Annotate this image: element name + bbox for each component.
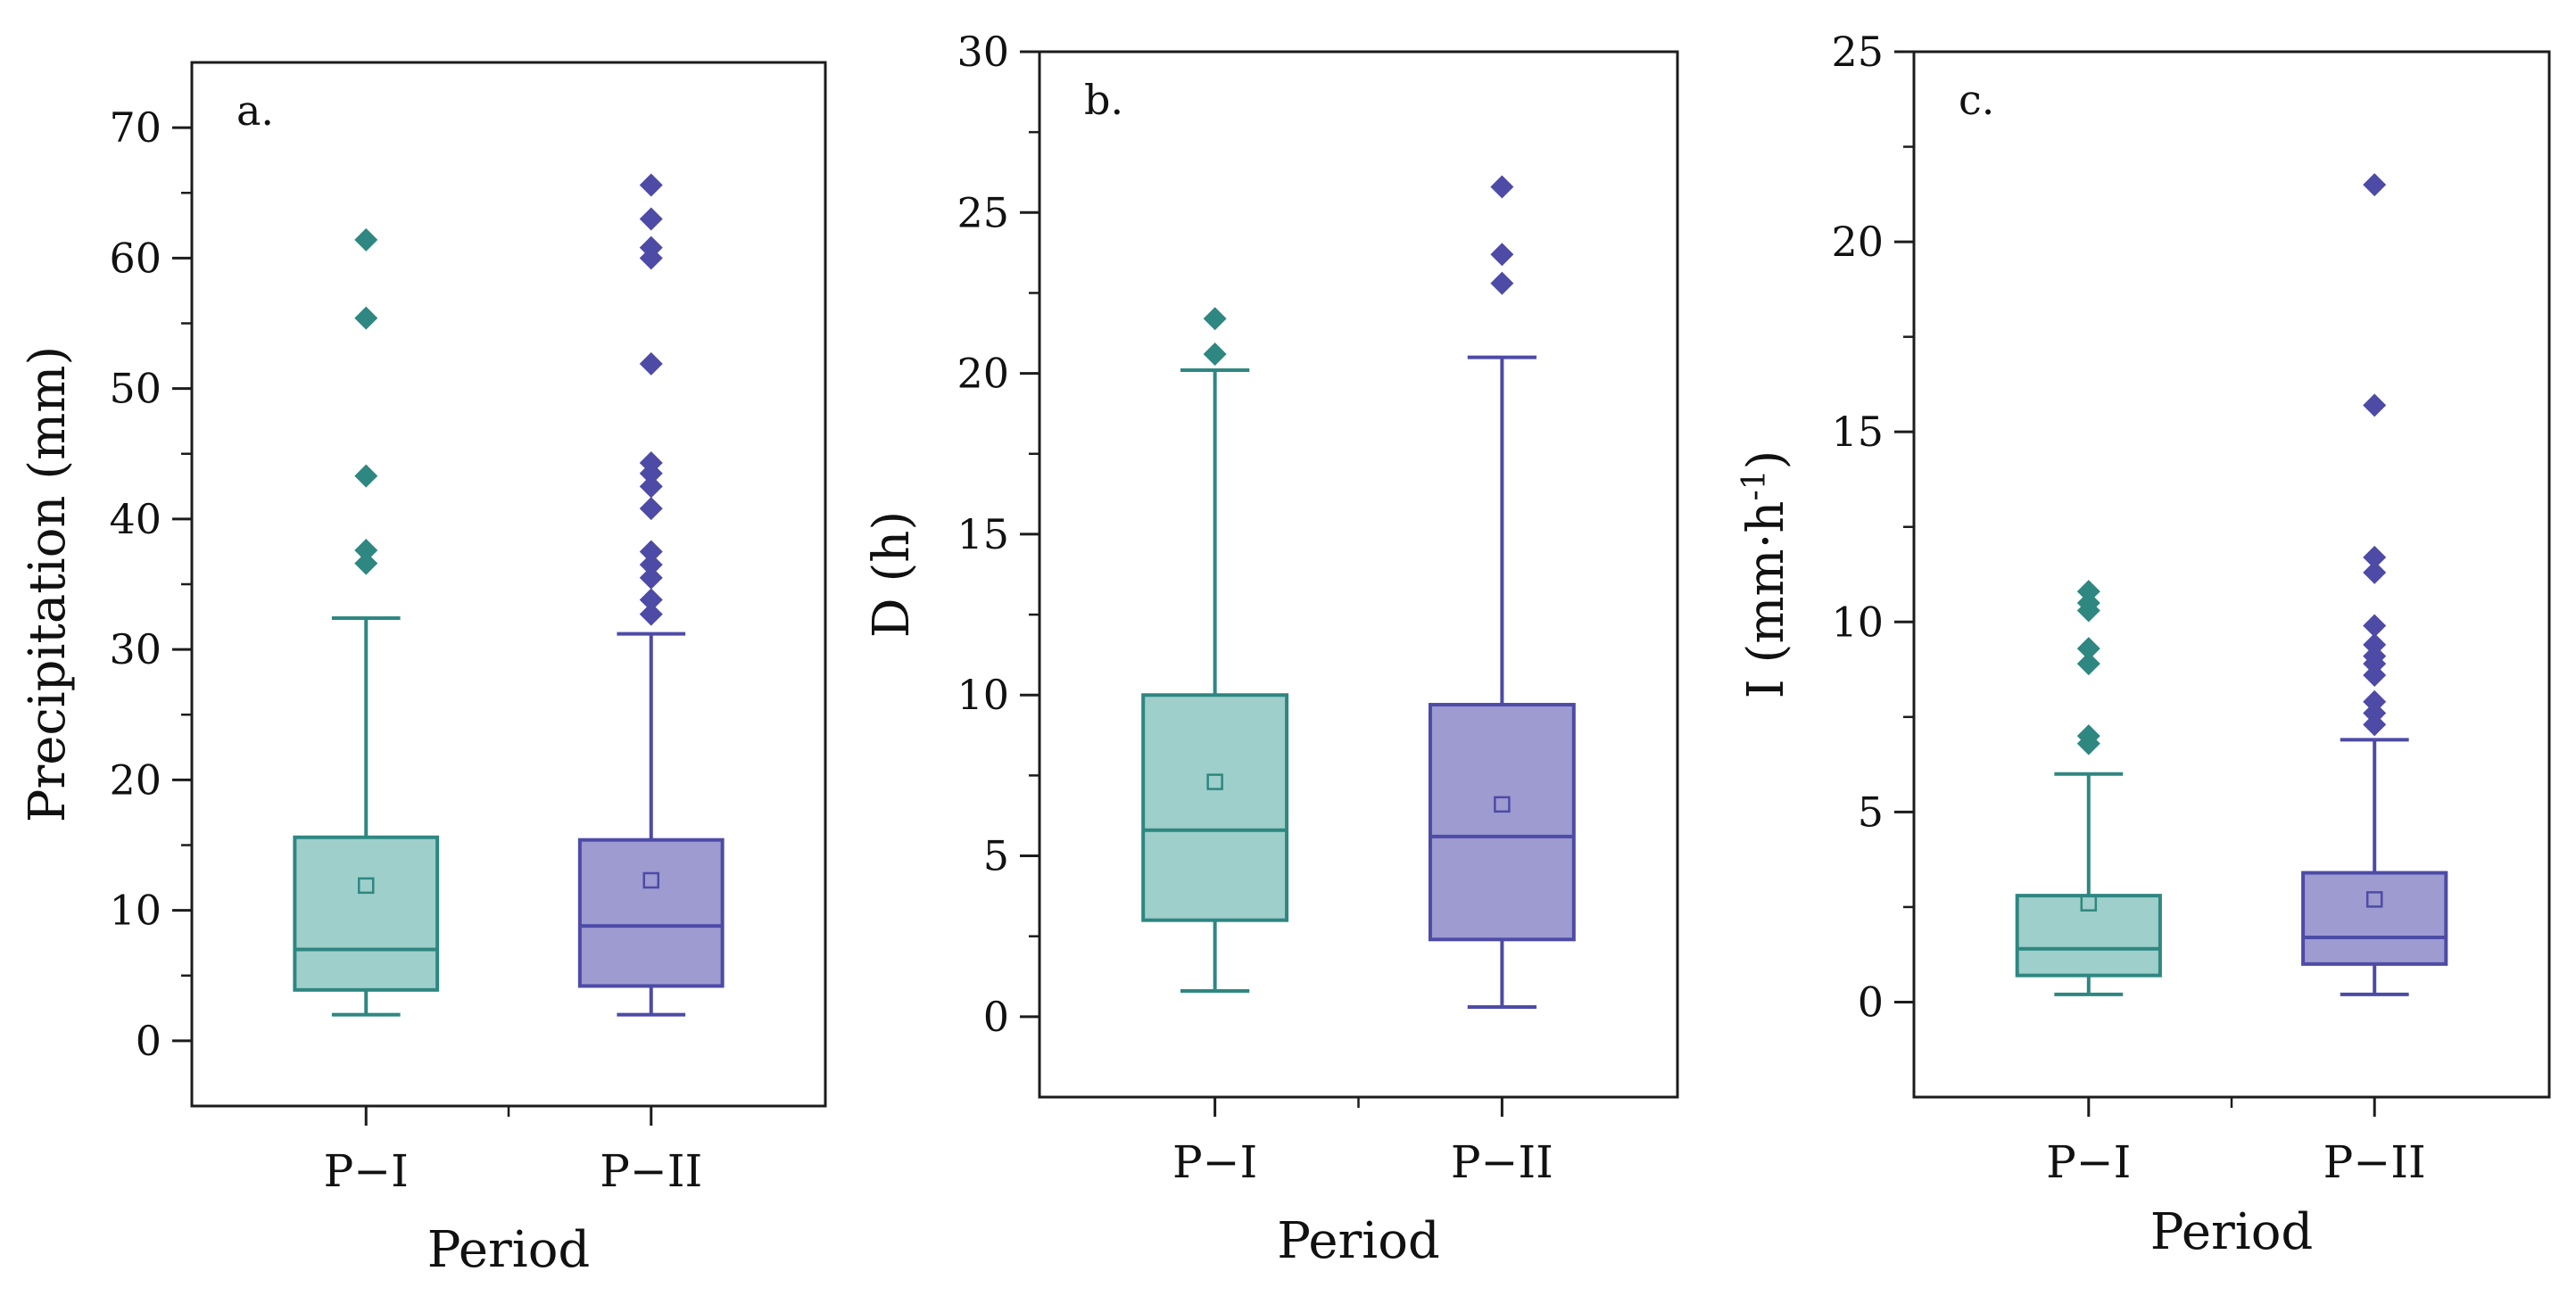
y-tick-label: 10 [957, 671, 1009, 719]
x-tick-label: P−I [1172, 1136, 1257, 1188]
outlier-point [639, 602, 663, 626]
x-axis-title: Period [427, 1221, 591, 1279]
outlier-point [2363, 614, 2387, 638]
y-axis-title-suffix: ) [1737, 450, 1795, 470]
outlier-point [639, 553, 663, 577]
outlier-point [2363, 632, 2387, 656]
outlier-point [639, 351, 663, 376]
outlier-point [354, 551, 378, 575]
outlier-point [2363, 393, 2387, 417]
y-tick-label: 10 [1831, 598, 1884, 646]
panel-label: c. [1959, 76, 1994, 124]
iqr-box [1141, 693, 1289, 922]
y-tick-label: 20 [1831, 218, 1884, 266]
outlier-point [354, 227, 378, 252]
y-tick-label: 20 [957, 350, 1009, 398]
outlier-point [639, 235, 663, 260]
plot-frame [1912, 50, 2551, 1099]
panel-b: 0 5 10 15 20 25 30 P−I P−II b. Period D (h) [863, 28, 1679, 1270]
y-tick-label: 20 [109, 755, 162, 804]
y-tick-label: 5 [1858, 788, 1884, 836]
plot-frame [1038, 50, 1679, 1099]
y-tick-label: 50 [109, 365, 162, 413]
box-p-ii [577, 173, 725, 1017]
outlier-point [1203, 307, 1227, 331]
outlier-point [354, 464, 378, 488]
iqr-box [1428, 703, 1576, 942]
outlier-point [2363, 689, 2387, 714]
iqr-box [577, 838, 725, 988]
x-axis-title: Period [1277, 1212, 1440, 1270]
box-p-i [293, 227, 440, 1017]
y-axis-title-superscript: -1 [1736, 469, 1773, 500]
y-tick-label: 15 [1831, 408, 1884, 456]
y-axis-title: Precipitation (mm) [19, 346, 77, 822]
outlier-point [2076, 724, 2100, 748]
x-tick-label: P−II [2323, 1136, 2426, 1188]
mean-marker [1494, 796, 1511, 813]
panel-a: 0 10 20 30 40 50 60 70 P−I P−II a. Period Precipitat… [19, 61, 827, 1279]
outlier-point [639, 497, 663, 521]
box-p-i [1141, 307, 1289, 993]
panel-c: 0 5 10 15 20 25 P−I P−II c. Period I (mm·h-1) [1736, 28, 2551, 1261]
outlier-point [2076, 637, 2100, 661]
outlier-point [639, 475, 663, 499]
y-tick-label: 0 [1858, 978, 1884, 1026]
y-axis-title-main: I (mm·h [1737, 501, 1795, 699]
x-tick-label: P−II [1451, 1136, 1553, 1188]
y-tick-label: 25 [957, 188, 1009, 236]
x-tick-label: P−I [324, 1145, 409, 1197]
y-tick-label: 60 [109, 234, 162, 282]
y-tick-label: 0 [983, 993, 1009, 1041]
y-tick-label: 25 [1831, 28, 1884, 76]
iqr-box [2015, 894, 2162, 978]
outlier-point [639, 588, 663, 612]
outlier-point [354, 538, 378, 562]
outlier-point [354, 306, 378, 330]
iqr-box [293, 835, 440, 992]
outlier-point [2363, 173, 2387, 197]
outlier-point [1490, 243, 1514, 267]
y-tick-label: 10 [109, 887, 162, 935]
outlier-point [1490, 175, 1514, 199]
y-tick-label: 30 [109, 625, 162, 673]
y-axis-title: D (h) [863, 511, 921, 638]
x-tick-label: P−II [600, 1145, 702, 1197]
plot-frame [190, 61, 827, 1108]
y-tick-label: 30 [957, 28, 1009, 76]
panel-label: b. [1084, 76, 1123, 124]
y-axis-title: I (mm·h-1) [1736, 450, 1795, 699]
outlier-point [639, 565, 663, 590]
mean-marker [2080, 895, 2098, 912]
mean-marker [1206, 773, 1223, 790]
y-tick-label: 5 [983, 832, 1009, 880]
box-p-i [2015, 580, 2162, 996]
y-tick-label: 70 [109, 103, 162, 152]
outlier-point [639, 540, 663, 564]
outlier-point [2076, 652, 2100, 676]
outlier-point [2363, 560, 2387, 584]
outlier-point [639, 207, 663, 231]
outlier-point [2076, 580, 2100, 604]
y-tick-label: 0 [136, 1017, 162, 1065]
outlier-point [639, 450, 663, 475]
mean-marker [642, 871, 659, 889]
outlier-point [1203, 342, 1227, 366]
x-tick-label: P−I [2046, 1136, 2131, 1188]
y-tick-label: 15 [957, 510, 1009, 558]
panel-label: a. [236, 87, 274, 135]
x-axis-title: Period [2150, 1203, 2314, 1261]
box-p-ii [2301, 173, 2448, 996]
iqr-box [2301, 871, 2448, 966]
mean-marker [358, 877, 375, 895]
outlier-point [639, 173, 663, 197]
y-tick-label: 40 [109, 495, 162, 543]
mean-marker [2365, 891, 2383, 908]
outlier-point [2363, 545, 2387, 569]
outlier-point [1490, 271, 1514, 295]
box-p-ii [1428, 175, 1576, 1010]
